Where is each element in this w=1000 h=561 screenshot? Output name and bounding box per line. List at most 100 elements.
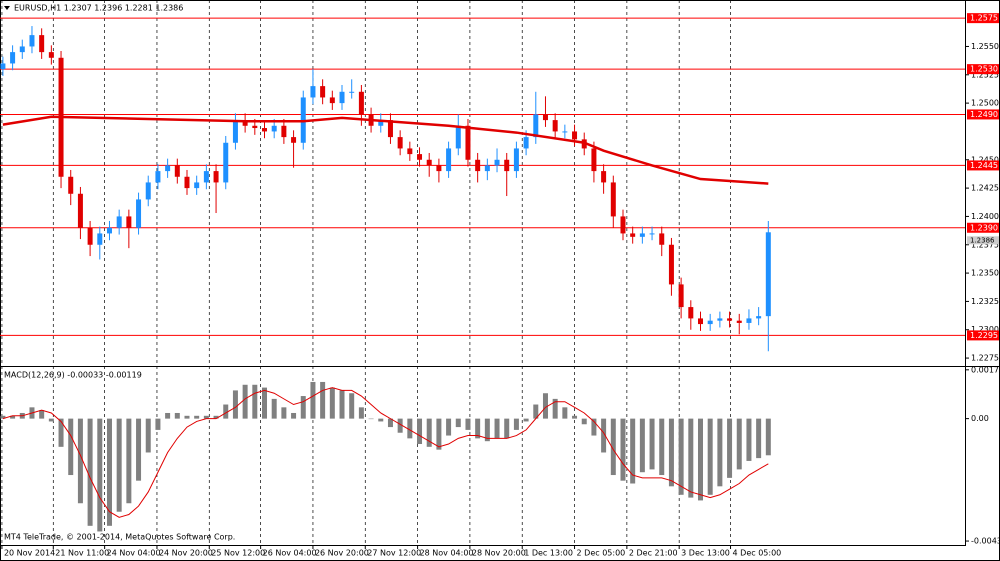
candle-body <box>417 154 423 160</box>
candle-body <box>639 233 645 237</box>
macd-bar <box>494 418 500 439</box>
macd-bar <box>387 418 393 428</box>
candle-body <box>10 52 16 64</box>
candle-body <box>39 35 45 53</box>
candle-body <box>174 165 180 177</box>
macd-bar <box>417 418 423 445</box>
level-label-box <box>967 109 999 120</box>
candle-body <box>591 148 597 172</box>
candle-body <box>194 182 200 189</box>
macd-bar <box>320 381 326 419</box>
candle-body <box>426 159 432 166</box>
candle-body <box>387 120 393 138</box>
macd-bar <box>717 418 723 487</box>
macd-bar <box>291 412 297 419</box>
level-label: 1.2445 <box>970 161 998 170</box>
y-tick-label: 1.2400 <box>971 212 999 221</box>
candle-body <box>572 131 578 140</box>
y-tick-label: 1.2325 <box>971 297 999 306</box>
x-tick-label: 24 Nov 20:00 <box>159 549 213 558</box>
candle-body <box>155 171 161 183</box>
macd-bar <box>707 418 713 495</box>
candle-body <box>630 233 636 237</box>
candle-body <box>358 91 364 115</box>
macd-bar <box>271 398 277 419</box>
macd-bar <box>659 418 665 476</box>
candle-body <box>145 182 151 200</box>
candle-body <box>562 131 568 133</box>
x-tick-label: 4 Dec 05:00 <box>733 549 782 558</box>
x-tick-label: 24 Nov 04:00 <box>107 549 161 558</box>
candle-body <box>281 125 287 138</box>
macd-bar <box>572 415 578 419</box>
candle-body <box>48 52 54 58</box>
x-tick-label: 20 Nov 2014 <box>4 549 55 558</box>
candle-body <box>291 137 297 143</box>
candle-body <box>329 97 335 104</box>
level-label: 1.2575 <box>970 14 998 23</box>
y-tick-label: 1.2500 <box>971 99 999 108</box>
macd-bar <box>39 410 45 419</box>
y-tick-label: 1.2525 <box>971 70 999 79</box>
macd-bar <box>310 381 316 419</box>
candle-body <box>717 318 723 321</box>
candle-body <box>504 159 510 172</box>
candle-body <box>126 216 132 228</box>
macd-bar <box>765 418 771 456</box>
x-tick-label: 26 Nov 20:00 <box>315 549 369 558</box>
footer: MT4 TeleTrade, © 2001-2014, MetaQuotes S… <box>4 533 235 542</box>
x-tick-label: 21 Nov 11:00 <box>55 549 109 558</box>
candle-body <box>397 137 403 149</box>
candle-body <box>446 148 452 172</box>
macd-bar <box>349 393 355 419</box>
menu-arrow <box>4 6 10 10</box>
candle-body <box>378 120 384 126</box>
candle-body <box>262 128 268 132</box>
level-label-box <box>967 222 999 233</box>
level-label-box <box>967 160 999 171</box>
candle-body <box>203 171 209 183</box>
macd-bar <box>203 415 209 419</box>
macd-bar <box>232 390 238 419</box>
macd-bar <box>533 404 539 419</box>
candle-body <box>19 46 25 53</box>
level-label: 1.2390 <box>970 223 998 232</box>
macd-bar <box>727 418 733 478</box>
macd-bar <box>581 418 587 425</box>
candle-body <box>542 114 548 121</box>
macd-bar <box>136 418 142 481</box>
x-tick-label: 28 Nov 04:00 <box>420 549 474 558</box>
macd-bar <box>678 418 684 495</box>
macd-bar <box>48 418 54 422</box>
macd-tick-label: -0.00434 <box>971 537 1000 546</box>
candle-body <box>475 159 481 172</box>
macd-bar <box>688 418 694 498</box>
macd-bar <box>436 418 442 450</box>
macd-bar <box>97 418 103 532</box>
macd-bar <box>174 412 180 419</box>
level-label: 1.2295 <box>970 331 998 340</box>
candle-body <box>697 318 703 325</box>
macd-tick-label: 0.00173 <box>971 365 1000 374</box>
macd-bar <box>300 396 306 419</box>
macd-bar <box>552 398 558 419</box>
candle-body <box>106 227 112 234</box>
candle-body <box>552 120 558 132</box>
chart-title: EURUSD,H1 1.2307 1.2396 1.2281 1.2386 <box>14 4 183 13</box>
macd-bar <box>697 418 703 501</box>
candle-body <box>707 320 713 325</box>
macd-bar <box>736 418 742 470</box>
candle-body <box>494 159 500 166</box>
macd-bar <box>252 384 258 419</box>
macd-bar <box>504 418 510 439</box>
candle-body <box>271 125 277 132</box>
macd-bar <box>523 418 529 422</box>
macd-bar <box>87 418 93 526</box>
moving-average <box>2 115 769 185</box>
macd-bar <box>668 418 674 487</box>
candle-body <box>513 148 519 172</box>
macd-bar <box>281 407 287 419</box>
macd-bar <box>155 418 161 430</box>
candle-body <box>68 176 74 194</box>
